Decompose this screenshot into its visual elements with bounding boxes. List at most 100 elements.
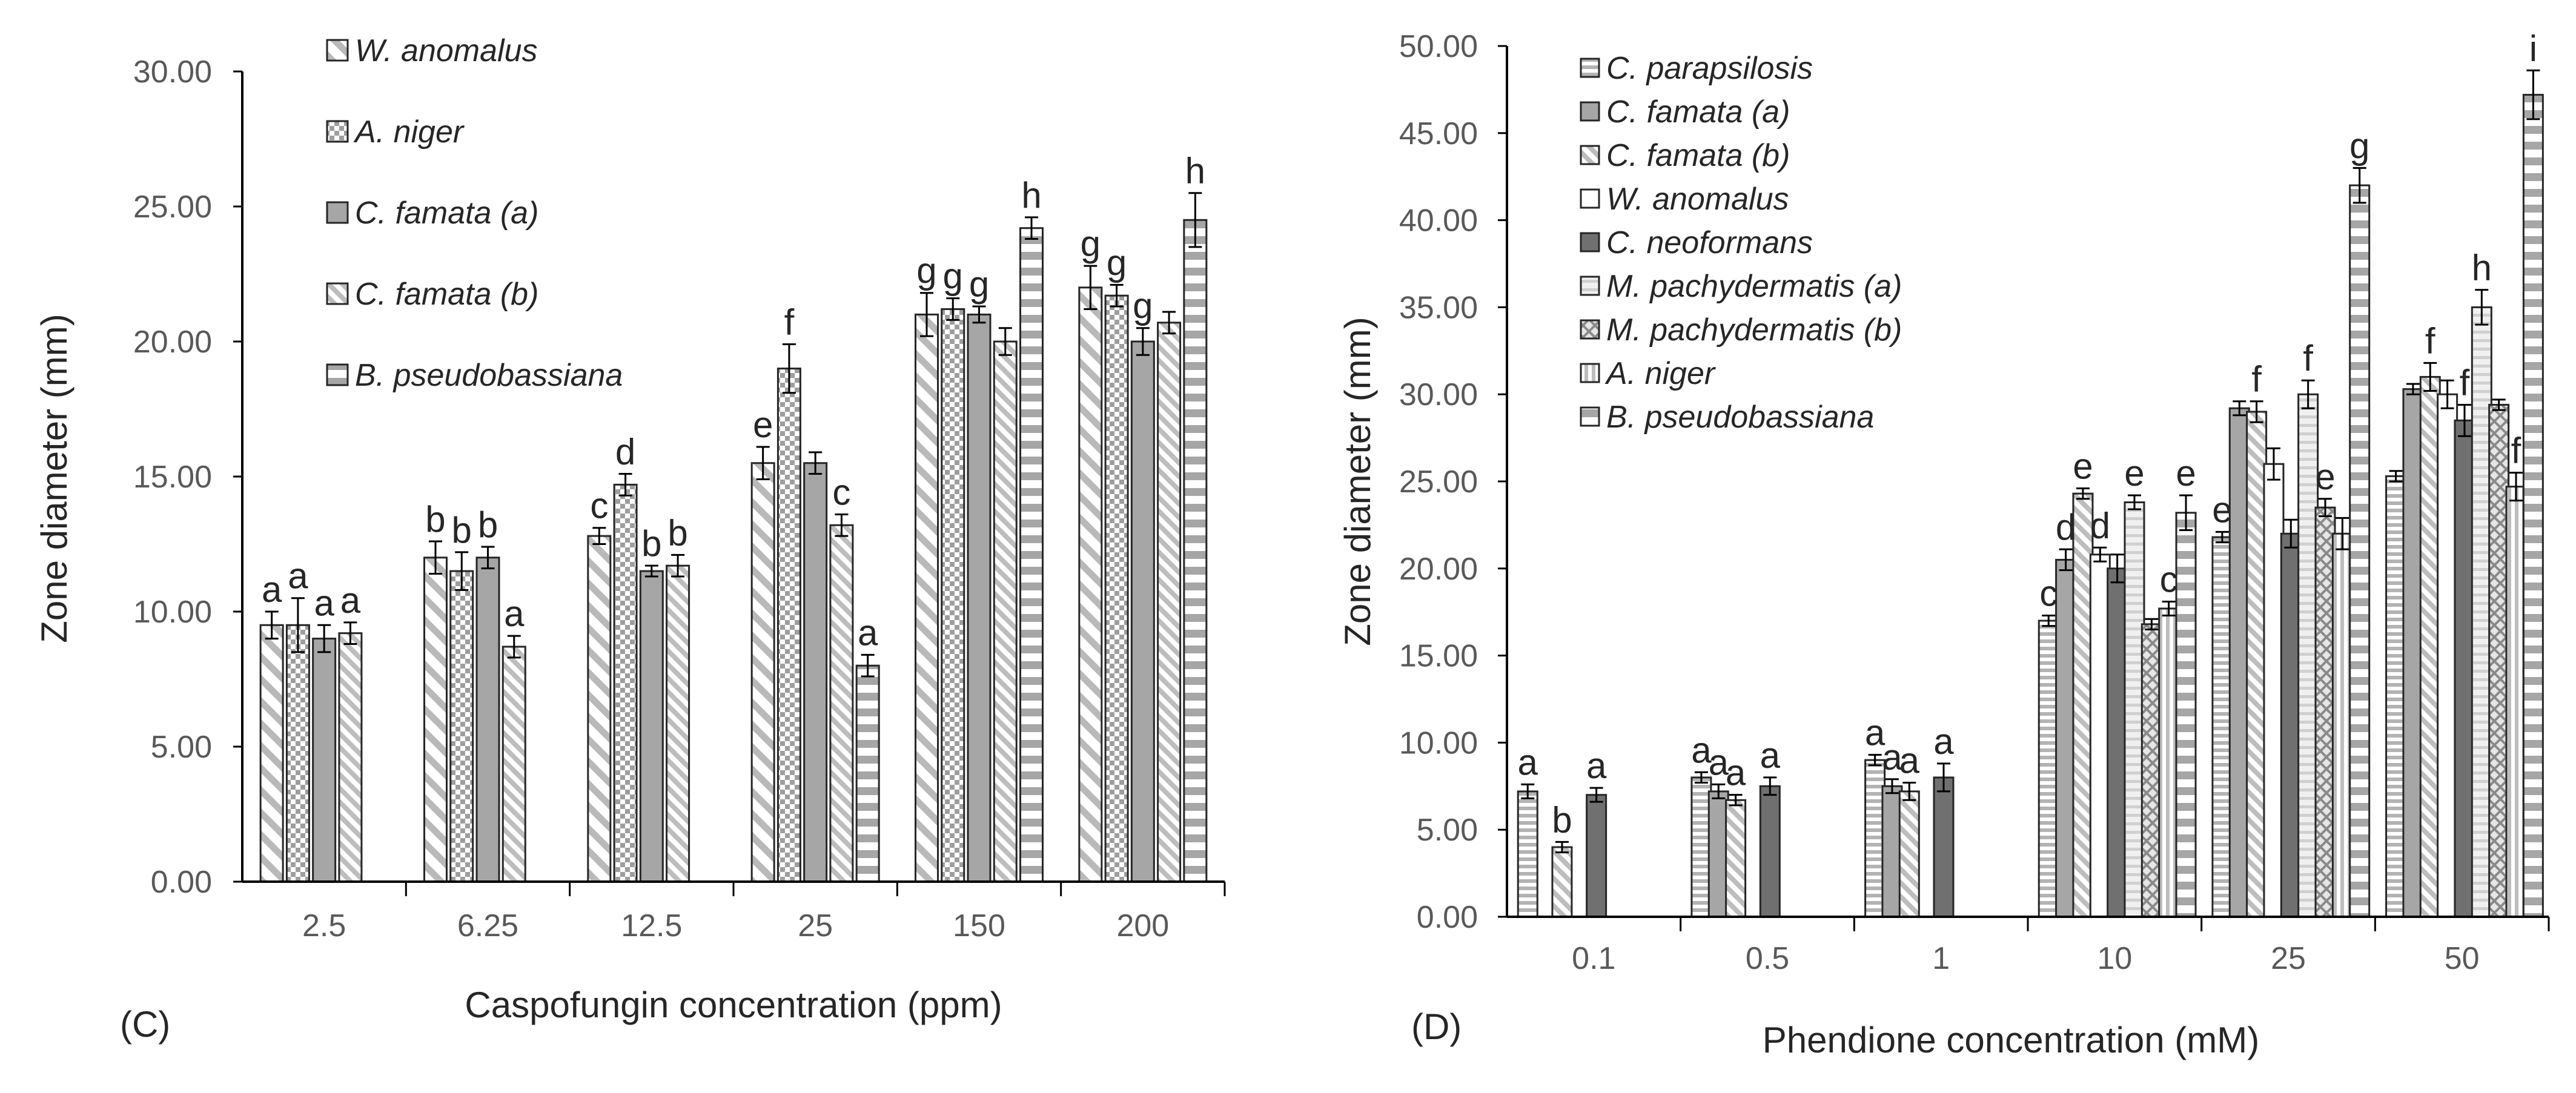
bar: [1157, 322, 1182, 883]
bar: [1130, 340, 1155, 883]
bar: [2141, 623, 2162, 918]
legend-swatch: [326, 39, 349, 62]
x-tick-label: 25: [2271, 941, 2306, 976]
bar: [259, 624, 284, 883]
bar: [750, 462, 775, 883]
significance-letter: a: [1899, 741, 1920, 781]
bar: [914, 313, 939, 883]
significance-letter: g: [943, 256, 963, 297]
y-tick-label: 10.00: [133, 595, 212, 630]
x-tick-label: 0.1: [1572, 941, 1615, 976]
bar: [2437, 393, 2458, 918]
significance-letter: f: [2511, 431, 2521, 471]
significance-letter: a: [1691, 730, 1712, 770]
significance-letter: a: [1760, 735, 1781, 776]
significance-letter: f: [2251, 359, 2262, 400]
bar: [423, 556, 448, 883]
significance-letter: g: [916, 251, 936, 291]
bar: [475, 556, 500, 883]
y-tick-label: 20.00: [1399, 552, 1478, 587]
legend-swatch: [1580, 145, 1600, 165]
bar: [613, 483, 638, 883]
significance-letter: b: [667, 512, 687, 553]
bar: [967, 313, 992, 883]
significance-letter: b: [1552, 799, 1572, 840]
significance-letter: h: [1021, 175, 1041, 216]
significance-letter: a: [1709, 742, 1729, 782]
panel-d-label: (D): [1411, 1006, 1462, 1047]
significance-letter: a: [858, 612, 878, 653]
panel-d-x-axis-title: Phendione concentration (mM): [1763, 1020, 2259, 1060]
x-tick-label: 200: [1116, 908, 1169, 943]
y-tick-label: 40.00: [1399, 203, 1478, 239]
significance-letter: g: [1081, 223, 1101, 264]
legend-swatch: [1580, 101, 1600, 122]
chart-panel-c: 0.00 5.00 10.00 15.00 20.00 25.00 30.00 2.5 6.2…: [34, 33, 1226, 1045]
bar: [2471, 306, 2492, 918]
legend-label: C. famata (a): [355, 196, 538, 231]
bar: [587, 535, 612, 883]
bar: [449, 570, 474, 883]
legend-label: B. pseudobassiana: [355, 358, 623, 393]
significance-letter: b: [425, 499, 445, 540]
bar: [1551, 846, 1573, 918]
significance-letter: f: [2460, 362, 2470, 403]
bar: [1898, 790, 1920, 918]
y-tick-label: 5.00: [1417, 813, 1478, 848]
panel-c-x-axis-title: Caspofungin concentration (ppm): [465, 985, 1002, 1025]
bar: [2349, 184, 2371, 918]
significance-letter: g: [1107, 242, 1127, 283]
legend-label: C. famata (a): [1606, 94, 1790, 130]
bar: [1078, 286, 1103, 883]
bar: [666, 564, 690, 883]
significance-letter: c: [590, 486, 608, 526]
bar: [1019, 227, 1044, 883]
bar: [312, 638, 337, 883]
bar: [338, 632, 363, 883]
bar: [2297, 393, 2319, 918]
legend-swatch: [1580, 58, 1600, 78]
bar: [1517, 790, 1538, 918]
bar: [1586, 794, 1608, 918]
x-tick-label: 25: [798, 908, 833, 943]
y-tick-label: 5.00: [151, 730, 212, 765]
bar: [2419, 375, 2441, 918]
bar: [2175, 512, 2197, 918]
significance-letter: d: [2090, 505, 2110, 546]
bar: [1933, 776, 1955, 918]
significance-letter: f: [2303, 338, 2313, 378]
significance-letter: e: [753, 405, 773, 445]
legend-label: A. niger: [1604, 356, 1717, 391]
legend-label: W. anomalus: [355, 33, 538, 68]
significance-letter: c: [832, 472, 850, 512]
significance-letter: c: [2039, 573, 2058, 613]
legend-swatch: [1580, 363, 1600, 383]
legend-label: W. anomalus: [1606, 182, 1789, 217]
significance-letter: a: [262, 569, 282, 610]
bar: [2522, 94, 2544, 918]
y-tick-label: 10.00: [1399, 725, 1478, 761]
x-tick-label: 6.25: [457, 908, 518, 943]
x-tick-label: 12.5: [621, 908, 682, 943]
legend-swatch: [1580, 319, 1600, 340]
legend-label: C. neoformans: [1606, 225, 1813, 260]
significance-letter: e: [2124, 453, 2144, 494]
bar: [1104, 294, 1129, 883]
x-tick-label: 150: [953, 908, 1005, 943]
significance-letter: g: [969, 264, 989, 305]
significance-letter: e: [2176, 453, 2196, 494]
y-tick-label: 50.00: [1399, 29, 1478, 64]
significance-letter: f: [784, 302, 795, 342]
significance-letter: d: [615, 432, 635, 472]
legend-swatch: [1580, 276, 1600, 296]
panel-c-y-axis-title: Zone diameter (mm): [34, 314, 74, 642]
significance-letter: a: [1882, 737, 1902, 778]
bar: [855, 664, 880, 883]
y-tick-label: 15.00: [133, 460, 212, 495]
x-tick-label: 1: [1932, 941, 1950, 976]
legend-label: M. pachydermatis (b): [1606, 312, 1902, 348]
panel-d-y-axis-title: Zone diameter (mm): [1337, 317, 1378, 646]
significance-letter: a: [504, 593, 525, 634]
y-tick-label: 0.00: [151, 865, 212, 900]
